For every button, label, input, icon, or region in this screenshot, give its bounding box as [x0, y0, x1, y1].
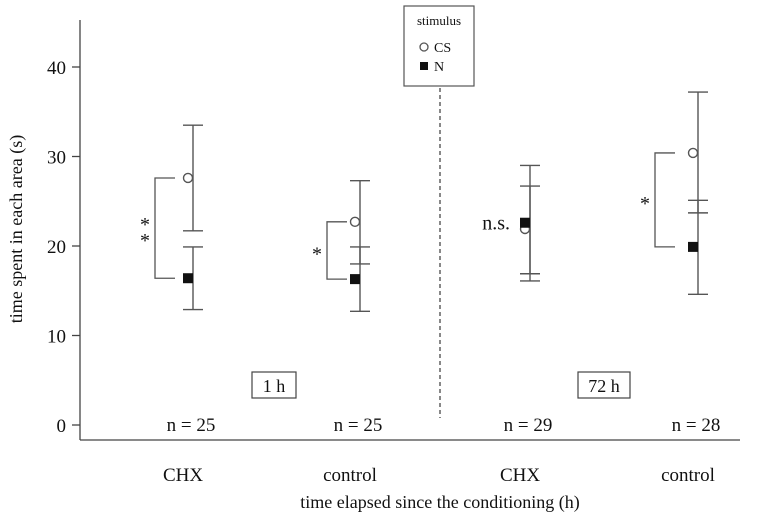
n-point	[688, 241, 698, 252]
x-tick-label: CHX	[163, 465, 203, 486]
legend: stimulus CS N	[403, 5, 475, 87]
significance-label: *	[140, 214, 150, 236]
n-point	[183, 273, 193, 284]
x-tick-label: control	[661, 465, 715, 486]
axes	[79, 20, 740, 441]
legend-cs-label: CS	[434, 41, 451, 56]
significance-bracket	[154, 177, 175, 279]
y-tick-label: 20	[47, 237, 66, 258]
y-tick-label: 40	[47, 58, 66, 79]
n-label: n = 25	[334, 415, 383, 436]
n-label: n = 25	[167, 415, 216, 436]
x-ticks: CHX control CHX control	[163, 465, 715, 486]
significance-bracket	[326, 221, 347, 280]
x-tick-label: control	[323, 465, 377, 486]
x-axis-title: time elapsed since the conditioning (h)	[300, 492, 579, 513]
x-tick-label: CHX	[500, 465, 540, 486]
y-tick-label: 10	[47, 327, 66, 348]
n-point	[350, 274, 360, 285]
time-group-label: 1 h	[263, 376, 286, 396]
legend-n-marker	[420, 62, 428, 70]
y-tick-label: 0	[57, 416, 67, 437]
significance-label: *	[140, 230, 150, 252]
time-group-labels: 1 h 72 h	[251, 371, 631, 399]
y-axis-title: time spent in each area (s)	[6, 135, 27, 323]
n-point	[520, 217, 530, 228]
time-group-label: 72 h	[588, 376, 620, 396]
significance-brackets: ***n.s.*	[140, 152, 675, 280]
y-ticks: 0 10 20 30 40	[47, 58, 80, 437]
legend-title: stimulus	[417, 13, 461, 28]
time-group-box	[251, 371, 297, 399]
significance-label: *	[312, 243, 322, 265]
legend-box	[403, 5, 475, 87]
significance-label: *	[640, 193, 650, 215]
time-group-box	[577, 371, 631, 399]
data-points	[182, 147, 699, 285]
cs-point	[349, 216, 361, 228]
n-label: n = 28	[672, 415, 721, 436]
n-labels: n = 25 n = 25 n = 29 n = 28	[167, 415, 721, 436]
n-label: n = 29	[504, 415, 553, 436]
legend-cs-marker	[419, 42, 429, 52]
cs-point	[182, 172, 194, 184]
legend-n-label: N	[434, 60, 444, 75]
significance-bracket	[654, 152, 675, 248]
significance-label: n.s.	[482, 213, 510, 235]
cs-point	[687, 147, 699, 159]
error-bars	[183, 91, 708, 313]
y-tick-label: 30	[47, 148, 66, 169]
